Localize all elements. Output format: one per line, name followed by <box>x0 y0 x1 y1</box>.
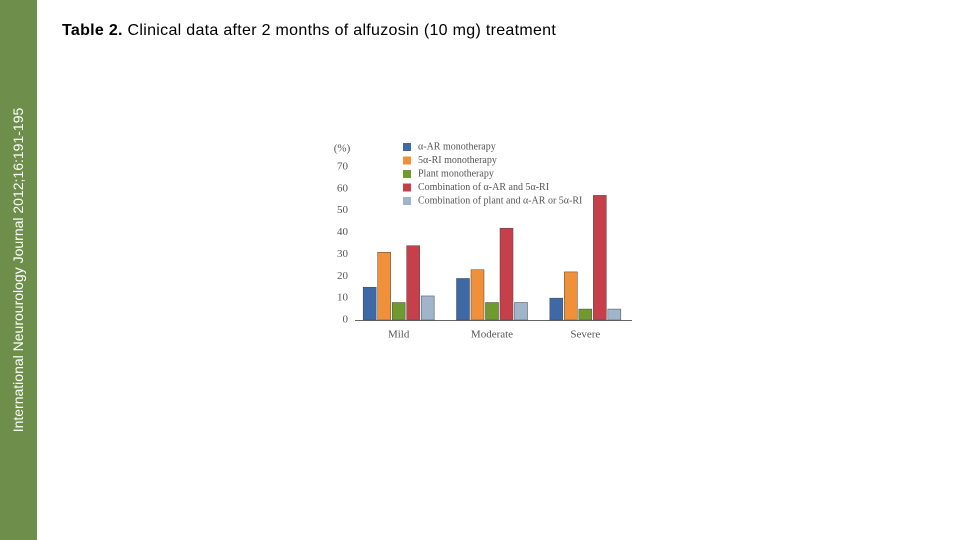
bar <box>420 295 435 321</box>
bar <box>578 308 593 321</box>
bar <box>391 302 406 321</box>
bar <box>499 227 514 321</box>
bar <box>377 251 391 321</box>
table-caption: Clinical data after 2 months of alfuzosi… <box>127 22 557 39</box>
bar <box>406 245 420 321</box>
legend-label: 5α-RI monotherapy <box>418 155 497 166</box>
y-tick-label: 20 <box>337 270 349 282</box>
bar <box>485 302 499 321</box>
legend-swatch <box>403 197 411 205</box>
y-axis-label: (%) <box>334 143 351 155</box>
bar <box>456 278 470 321</box>
y-tick-label: 40 <box>337 226 349 238</box>
table-label: Table 2. <box>62 22 123 39</box>
bar <box>514 302 528 321</box>
y-tick-label: 0 <box>343 314 349 326</box>
legend-swatch <box>403 170 411 178</box>
y-tick-label: 50 <box>337 204 349 216</box>
legend-swatch <box>403 183 411 192</box>
legend-label: Combination of α-AR and 5α-RI <box>418 182 549 193</box>
x-tick-label: Mild <box>388 329 410 341</box>
x-tick-label: Severe <box>570 329 600 341</box>
legend-swatch <box>403 156 411 165</box>
bar <box>362 286 377 321</box>
y-tick-label: 30 <box>337 248 349 260</box>
bar <box>564 271 578 321</box>
y-tick-label: 10 <box>337 292 349 304</box>
bar <box>607 308 622 321</box>
y-tick-label: 70 <box>337 161 349 173</box>
legend-swatch <box>403 143 411 151</box>
bar <box>470 269 485 321</box>
sidebar: International Neurourology Journal 2012;… <box>0 0 37 540</box>
bar <box>593 195 607 321</box>
legend-label: α-AR monotherapy <box>418 141 496 152</box>
legend-label: Plant monotherapy <box>418 168 494 179</box>
slide-heading: Table 2. Clinical data after 2 months of… <box>62 22 556 40</box>
legend-label: Combination of plant and α-AR or 5α-RI <box>418 195 582 206</box>
bar <box>549 297 564 321</box>
y-tick-label: 60 <box>337 182 349 194</box>
x-tick-label: Moderate <box>471 329 513 341</box>
